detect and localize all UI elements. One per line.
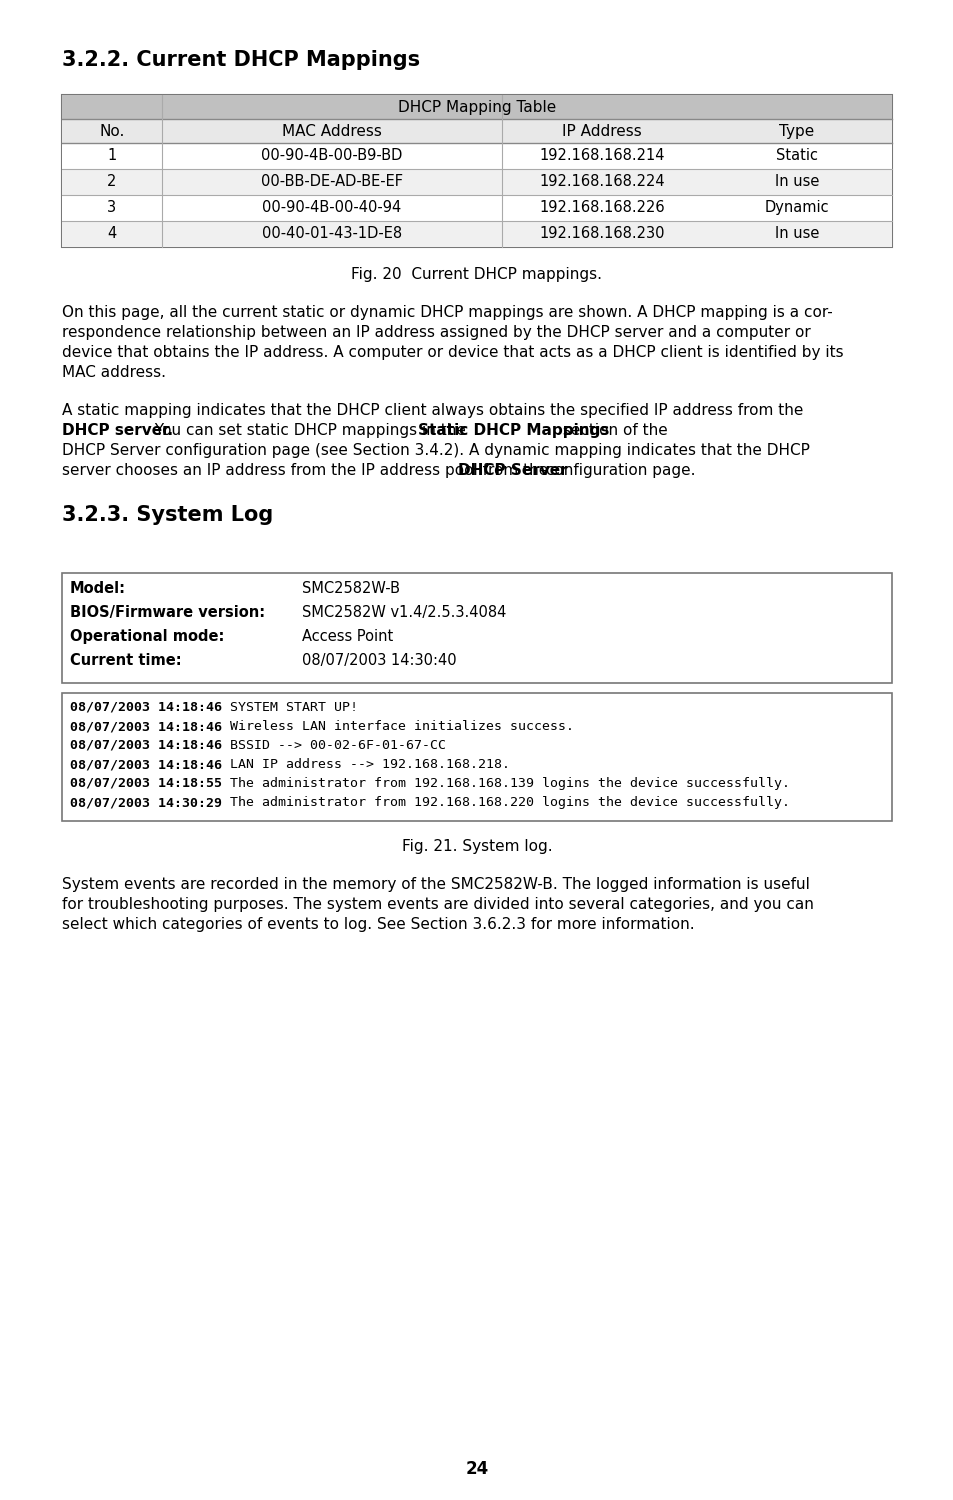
Text: 192.168.168.226: 192.168.168.226 bbox=[538, 200, 664, 214]
Text: DHCP Mapping Table: DHCP Mapping Table bbox=[397, 100, 556, 116]
Text: Type: Type bbox=[779, 124, 814, 140]
Text: Dynamic: Dynamic bbox=[764, 200, 828, 214]
Text: In use: In use bbox=[774, 226, 819, 242]
Text: device that obtains the IP address. A computer or device that acts as a DHCP cli: device that obtains the IP address. A co… bbox=[62, 345, 842, 360]
Text: 192.168.168.214: 192.168.168.214 bbox=[538, 148, 664, 164]
Text: BIOS/Firmware version:: BIOS/Firmware version: bbox=[70, 604, 265, 619]
Text: Fig. 20  Current DHCP mappings.: Fig. 20 Current DHCP mappings. bbox=[351, 267, 602, 282]
Text: Static DHCP Mappings: Static DHCP Mappings bbox=[417, 423, 609, 438]
Bar bbox=[62, 94, 891, 248]
Bar bbox=[62, 118, 891, 142]
Text: IP Address: IP Address bbox=[561, 124, 641, 140]
Text: section of the: section of the bbox=[558, 423, 667, 438]
Text: No.: No. bbox=[99, 124, 125, 140]
Text: 08/07/2003 14:30:29: 08/07/2003 14:30:29 bbox=[70, 796, 222, 808]
Text: SYSTEM START UP!: SYSTEM START UP! bbox=[230, 700, 357, 714]
Text: LAN IP address --> 192.168.168.218.: LAN IP address --> 192.168.168.218. bbox=[230, 758, 510, 771]
Text: DHCP Server configuration page (see Section 3.4.2). A dynamic mapping indicates : DHCP Server configuration page (see Sect… bbox=[62, 442, 809, 458]
Text: DHCP Server: DHCP Server bbox=[457, 464, 567, 478]
Text: 08/07/2003 14:18:46: 08/07/2003 14:18:46 bbox=[70, 758, 222, 771]
Text: In use: In use bbox=[774, 174, 819, 189]
Text: SMC2582W-B: SMC2582W-B bbox=[302, 580, 399, 596]
Text: 08/07/2003 14:18:55: 08/07/2003 14:18:55 bbox=[70, 777, 222, 790]
Text: 3.2.2. Current DHCP Mappings: 3.2.2. Current DHCP Mappings bbox=[62, 50, 419, 70]
Text: MAC address.: MAC address. bbox=[62, 364, 166, 380]
Text: Static: Static bbox=[775, 148, 817, 164]
Text: 08/07/2003 14:18:46: 08/07/2003 14:18:46 bbox=[70, 740, 222, 752]
Text: Operational mode:: Operational mode: bbox=[70, 628, 224, 644]
Bar bbox=[62, 573, 891, 682]
Text: 3: 3 bbox=[108, 200, 116, 214]
Text: You can set static DHCP mappings in the: You can set static DHCP mappings in the bbox=[150, 423, 470, 438]
Text: select which categories of events to log. See Section 3.6.2.3 for more informati: select which categories of events to log… bbox=[62, 916, 694, 932]
Text: 00-90-4B-00-B9-BD: 00-90-4B-00-B9-BD bbox=[261, 148, 402, 164]
Text: for troubleshooting purposes. The system events are divided into several categor: for troubleshooting purposes. The system… bbox=[62, 897, 813, 912]
Text: 00-40-01-43-1D-E8: 00-40-01-43-1D-E8 bbox=[262, 226, 401, 242]
Text: On this page, all the current static or dynamic DHCP mappings are shown. A DHCP : On this page, all the current static or … bbox=[62, 304, 832, 320]
Bar bbox=[62, 170, 891, 195]
Text: System events are recorded in the memory of the SMC2582W-B. The logged informati: System events are recorded in the memory… bbox=[62, 878, 809, 892]
Text: SMC2582W v1.4/2.5.3.4084: SMC2582W v1.4/2.5.3.4084 bbox=[302, 604, 506, 619]
Text: 08/07/2003 14:30:40: 08/07/2003 14:30:40 bbox=[302, 652, 456, 668]
Text: 08/07/2003 14:18:46: 08/07/2003 14:18:46 bbox=[70, 700, 222, 714]
Text: 192.168.168.230: 192.168.168.230 bbox=[538, 226, 664, 242]
Text: 1: 1 bbox=[108, 148, 116, 164]
Text: 00-90-4B-00-40-94: 00-90-4B-00-40-94 bbox=[262, 200, 401, 214]
Text: Wireless LAN interface initializes success.: Wireless LAN interface initializes succe… bbox=[230, 720, 574, 734]
Bar bbox=[62, 693, 891, 820]
Text: 2: 2 bbox=[107, 174, 116, 189]
Text: A static mapping indicates that the DHCP client always obtains the specified IP : A static mapping indicates that the DHCP… bbox=[62, 404, 802, 418]
Bar bbox=[62, 142, 891, 170]
Bar bbox=[62, 195, 891, 220]
Text: 24: 24 bbox=[465, 1460, 488, 1478]
Text: 192.168.168.224: 192.168.168.224 bbox=[538, 174, 664, 189]
Text: 3.2.3. System Log: 3.2.3. System Log bbox=[62, 506, 273, 525]
Text: The administrator from 192.168.168.139 logins the device successfully.: The administrator from 192.168.168.139 l… bbox=[230, 777, 789, 790]
Text: configuration page.: configuration page. bbox=[540, 464, 695, 478]
Text: 00-BB-DE-AD-BE-EF: 00-BB-DE-AD-BE-EF bbox=[261, 174, 402, 189]
Text: The administrator from 192.168.168.220 logins the device successfully.: The administrator from 192.168.168.220 l… bbox=[230, 796, 789, 808]
Text: respondence relationship between an IP address assigned by the DHCP server and a: respondence relationship between an IP a… bbox=[62, 326, 810, 340]
Bar bbox=[62, 94, 891, 118]
Text: MAC Address: MAC Address bbox=[282, 124, 381, 140]
Text: DHCP server.: DHCP server. bbox=[62, 423, 172, 438]
Text: 08/07/2003 14:18:46: 08/07/2003 14:18:46 bbox=[70, 720, 222, 734]
Bar bbox=[62, 220, 891, 248]
Text: Access Point: Access Point bbox=[302, 628, 393, 644]
Text: server chooses an IP address from the IP address pool from the: server chooses an IP address from the IP… bbox=[62, 464, 553, 478]
Text: Model:: Model: bbox=[70, 580, 126, 596]
Text: BSSID --> 00-02-6F-01-67-CC: BSSID --> 00-02-6F-01-67-CC bbox=[230, 740, 446, 752]
Text: Fig. 21. System log.: Fig. 21. System log. bbox=[401, 839, 552, 854]
Text: 4: 4 bbox=[108, 226, 116, 242]
Text: Current time:: Current time: bbox=[70, 652, 181, 668]
